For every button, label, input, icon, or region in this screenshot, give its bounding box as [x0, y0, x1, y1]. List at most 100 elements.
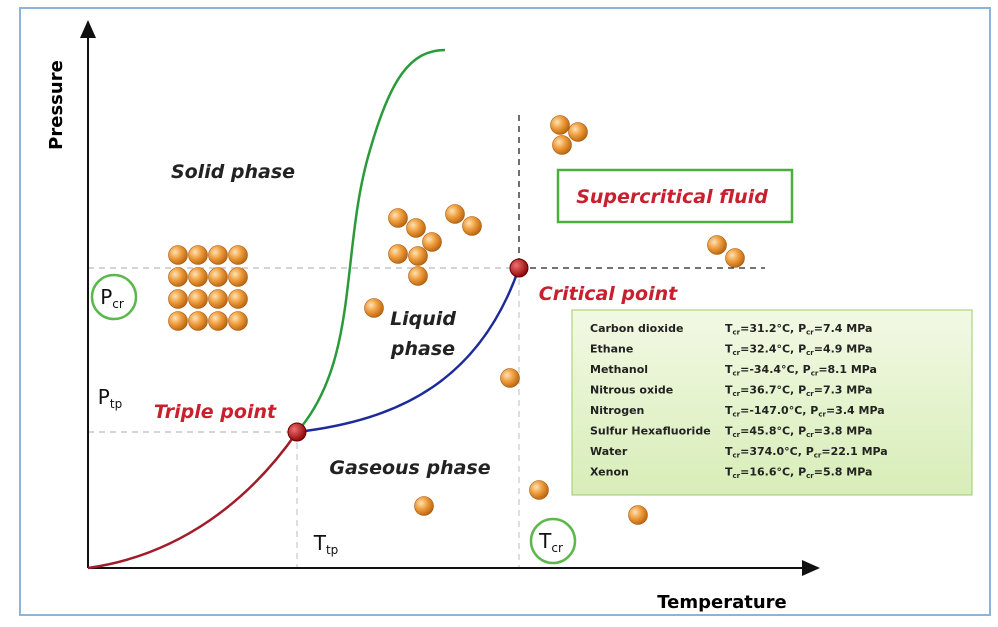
- subscript: cr: [112, 297, 124, 311]
- molecule: [168, 289, 188, 309]
- symbol: T: [725, 343, 733, 356]
- text-part: =4.9 MPa: [814, 343, 873, 356]
- substance-name: Methanol: [590, 363, 648, 376]
- critical-point: [509, 258, 529, 278]
- text-part: =36.7°C,: [740, 384, 798, 397]
- text-part: =3.8 MPa: [814, 425, 873, 438]
- molecule: [188, 245, 208, 265]
- triple-label: Triple point: [154, 401, 277, 423]
- subscript: cr: [811, 369, 819, 377]
- subscript: cr: [806, 472, 814, 480]
- molecule: [445, 204, 465, 224]
- critical-values: Tcr=45.8°C, Pcr=3.8 MPa: [725, 425, 872, 439]
- molecule: [208, 245, 228, 265]
- sublimation-curve: [87, 431, 299, 570]
- substance-name: Sulfur Hexafluoride: [590, 425, 711, 438]
- molecule: [725, 248, 745, 268]
- symbol: P: [803, 363, 811, 376]
- text-part: =5.8 MPa: [814, 466, 873, 479]
- guides: [88, 115, 765, 568]
- subscript: cr: [806, 328, 814, 336]
- ptp-label: Ptp: [98, 385, 122, 411]
- text-part: =32.4°C,: [740, 343, 798, 356]
- molecule: [228, 245, 248, 265]
- molecule: [228, 311, 248, 331]
- molecule: [707, 235, 727, 255]
- text-part: =22.1 MPa: [821, 445, 887, 458]
- substance-name: Xenon: [590, 466, 629, 479]
- symbol: P: [806, 445, 814, 458]
- text-part: =374.0°C,: [740, 445, 806, 458]
- molecule: [188, 289, 208, 309]
- ttp-label: Ttp: [313, 531, 339, 557]
- symbol: T: [725, 384, 733, 397]
- molecule: [188, 311, 208, 331]
- molecule: [208, 267, 228, 287]
- symbol: P: [100, 285, 112, 309]
- molecule: [228, 267, 248, 287]
- gas-label: Gaseous phase: [329, 457, 490, 479]
- symbol: T: [313, 531, 327, 555]
- molecule: [168, 267, 188, 287]
- pcr-circle: [90, 273, 138, 321]
- critical-values: Tcr=31.2°C, Pcr=7.4 MPa: [725, 322, 872, 336]
- molecule: [388, 244, 408, 264]
- symbol: P: [798, 425, 806, 438]
- triple-point: [287, 422, 307, 442]
- critical-values: Tcr=36.7°C, Pcr=7.3 MPa: [725, 384, 872, 398]
- subscript: cr: [818, 410, 826, 418]
- molecule: [628, 505, 648, 525]
- substance-name: Ethane: [590, 343, 633, 356]
- melting-curve: [296, 48, 446, 433]
- symbol: T: [538, 529, 552, 553]
- text-part: =-34.4°C,: [740, 363, 803, 376]
- molecule: [408, 266, 428, 286]
- text-part: =-147.0°C,: [740, 404, 810, 417]
- solid-label: Solid phase: [171, 161, 295, 183]
- molecule: [208, 311, 228, 331]
- molecule: [414, 496, 434, 516]
- tcr-label: Tcr: [538, 529, 563, 555]
- molecule: [168, 245, 188, 265]
- molecule: [208, 289, 228, 309]
- molecule: [408, 246, 428, 266]
- molecule: [568, 122, 588, 142]
- molecule: [500, 368, 520, 388]
- subscript: cr: [733, 431, 741, 439]
- molecule: [364, 298, 384, 318]
- subscript: cr: [733, 410, 741, 418]
- liquid-line: Liquid: [390, 308, 456, 330]
- text-part: =31.2°C,: [740, 322, 798, 335]
- molecule: [168, 311, 188, 331]
- critical-table: [571, 309, 973, 496]
- symbol: P: [810, 404, 818, 417]
- text-part: =3.4 MPa: [826, 404, 885, 417]
- critical-values: Tcr=32.4°C, Pcr=4.9 MPa: [725, 343, 872, 357]
- liquid-line: phase: [390, 338, 455, 360]
- symbol: P: [798, 322, 806, 335]
- text-part: =16.6°C,: [740, 466, 798, 479]
- subscript: cr: [806, 390, 814, 398]
- symbol: P: [798, 343, 806, 356]
- molecule: [406, 218, 426, 238]
- symbol: T: [725, 322, 733, 335]
- symbol: T: [725, 425, 733, 438]
- subscript: cr: [733, 349, 741, 357]
- subscript: cr: [551, 541, 563, 555]
- molecule: [422, 232, 442, 252]
- symbol: T: [725, 445, 733, 458]
- subscript: cr: [806, 349, 814, 357]
- text-part: =7.3 MPa: [814, 384, 873, 397]
- frame: [19, 7, 991, 616]
- liquid-label: Liquid phase: [390, 308, 456, 360]
- subscript: cr: [733, 328, 741, 336]
- critical-values: Tcr=-34.4°C, Pcr=8.1 MPa: [725, 363, 877, 377]
- subscript: cr: [733, 472, 741, 480]
- subscript: tp: [326, 543, 338, 557]
- x-axis-label: Temperature: [657, 592, 786, 613]
- subscript: cr: [733, 390, 741, 398]
- critical-values: Tcr=-147.0°C, Pcr=3.4 MPa: [725, 404, 885, 418]
- symbol: T: [725, 363, 733, 376]
- molecule: [529, 480, 549, 500]
- substance-name: Carbon dioxide: [590, 322, 683, 335]
